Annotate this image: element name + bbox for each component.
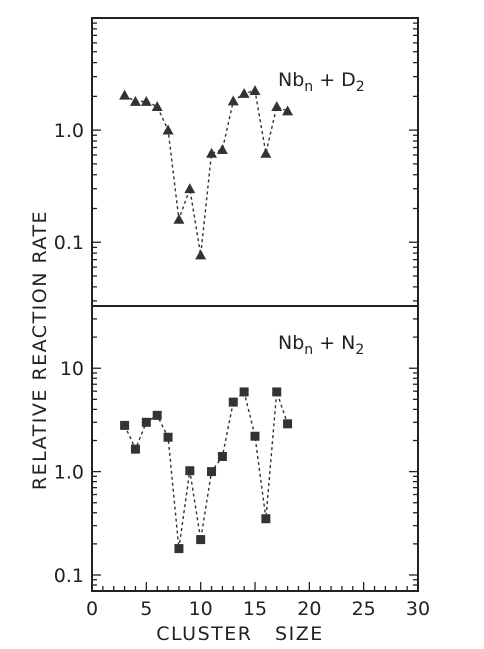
data-point-square bbox=[250, 431, 260, 441]
x-axis-label: CLUSTER SIZE bbox=[156, 623, 324, 645]
data-point-square bbox=[217, 452, 227, 462]
data-point-square bbox=[228, 397, 238, 407]
data-point-square bbox=[120, 420, 130, 430]
data-point-triangle bbox=[195, 249, 207, 260]
annotation-mid: + D bbox=[313, 69, 356, 91]
data-point-triangle bbox=[260, 147, 272, 158]
data-point-square bbox=[174, 544, 184, 554]
data-point-square bbox=[207, 467, 217, 477]
data-point-square bbox=[261, 514, 271, 524]
data-point-triangle bbox=[140, 96, 152, 106]
series-line bbox=[124, 89, 288, 256]
data-point-square bbox=[196, 535, 206, 545]
x-tick-label: 5 bbox=[140, 598, 152, 620]
data-point-triangle bbox=[216, 144, 228, 155]
data-point-triangle bbox=[184, 183, 196, 194]
data-point-triangle bbox=[227, 95, 239, 106]
x-tick-label: 20 bbox=[297, 598, 321, 620]
annotation-sub2: 2 bbox=[356, 79, 365, 95]
data-point-square bbox=[239, 387, 249, 397]
plot-frame bbox=[91, 17, 419, 592]
x-axis: 0 5 10 15 20 25 30 bbox=[86, 582, 430, 620]
data-point-triangle bbox=[249, 85, 261, 96]
data-point-triangle bbox=[271, 101, 283, 112]
data-point-square bbox=[185, 466, 195, 476]
data-point-square bbox=[163, 432, 173, 442]
annotation-mid: + N bbox=[313, 332, 355, 354]
annotation-sub1: n bbox=[304, 79, 313, 95]
data-point-square bbox=[272, 387, 282, 397]
data-point-triangle bbox=[238, 88, 250, 98]
annotation-main: Nb bbox=[278, 332, 304, 354]
annotation-main: Nb bbox=[278, 69, 304, 91]
y-tick-label: 1.0 bbox=[54, 120, 84, 142]
y-tick-label: 0.1 bbox=[54, 565, 84, 587]
x-tick-label: 25 bbox=[352, 598, 376, 620]
data-point-triangle bbox=[282, 105, 294, 116]
data-point-triangle bbox=[162, 124, 174, 135]
data-point-triangle bbox=[151, 101, 163, 112]
data-point-square bbox=[141, 417, 151, 427]
y-tick-label: 0.1 bbox=[54, 232, 84, 254]
data-point-square bbox=[283, 419, 293, 429]
annotation-nb-d2: Nbn + D2 bbox=[278, 69, 365, 95]
data-point-square bbox=[130, 444, 140, 454]
bottom-panel-n2: 0.1 1.0 10 bbox=[54, 305, 418, 592]
annotation-sub1: n bbox=[304, 342, 313, 358]
data-point-triangle bbox=[129, 96, 141, 106]
data-point-triangle bbox=[206, 147, 218, 158]
annotation-sub2: 2 bbox=[355, 342, 364, 358]
data-point-triangle bbox=[119, 89, 131, 100]
y-tick-label: 1.0 bbox=[54, 462, 84, 484]
data-point-square bbox=[152, 410, 162, 420]
y-tick-label: 10 bbox=[60, 358, 84, 380]
top-panel-d2: 0.1 1.0 bbox=[54, 17, 418, 302]
x-tick-label: 30 bbox=[406, 598, 430, 620]
series-line bbox=[123, 390, 289, 549]
x-tick-label: 0 bbox=[86, 598, 98, 620]
y-axis-label: RELATIVE REACTION RATE bbox=[29, 210, 51, 490]
plot-border bbox=[91, 17, 419, 592]
annotation-nb-n2: Nbn + N2 bbox=[278, 332, 364, 358]
data-point-triangle bbox=[173, 213, 185, 224]
x-tick-label: 10 bbox=[189, 598, 213, 620]
x-tick-label: 15 bbox=[243, 598, 267, 620]
